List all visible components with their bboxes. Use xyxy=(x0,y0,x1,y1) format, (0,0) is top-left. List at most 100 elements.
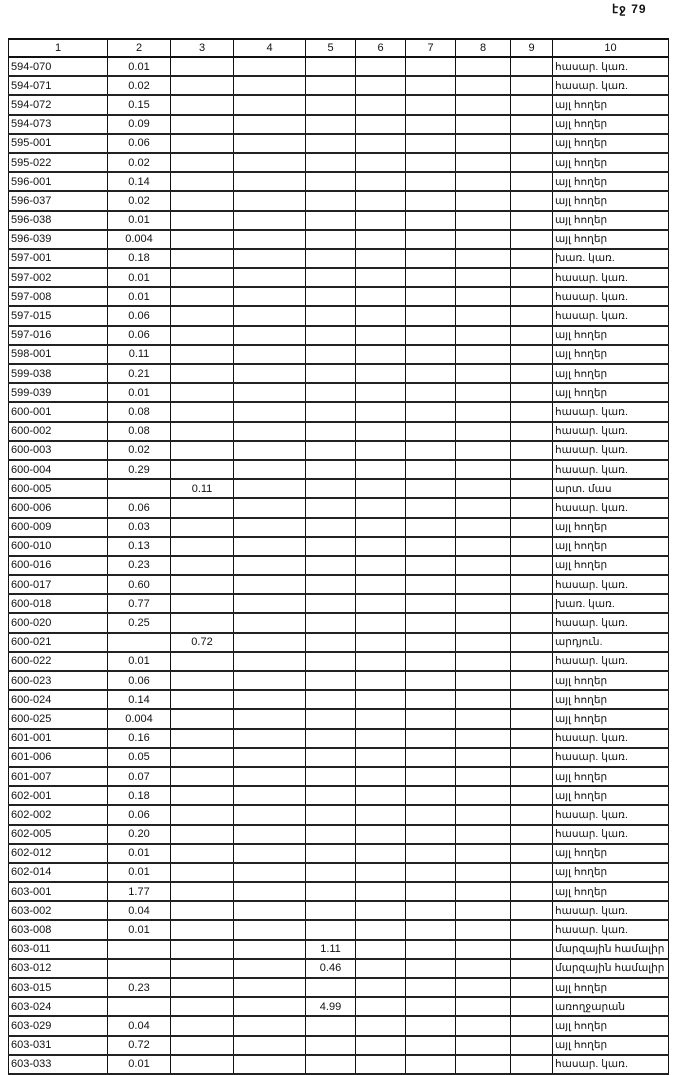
area-cell xyxy=(170,190,234,212)
land-use-cell: հասար. կառ. xyxy=(552,440,669,461)
parcel-code-cell: 597-001 xyxy=(8,248,108,270)
area-cell xyxy=(170,516,234,538)
table-row: 599-039 0.01 այլ հողեր xyxy=(8,382,669,404)
parcel-code-cell: 603-008 xyxy=(8,919,108,941)
area-cell xyxy=(355,248,406,270)
land-use-cell: հասար. կառ. xyxy=(552,804,669,826)
area-cell xyxy=(233,516,306,538)
area-cell xyxy=(405,862,456,884)
area-cell xyxy=(170,536,234,557)
table-row: 600-021 0.72 արդյուն. xyxy=(8,632,669,653)
parcel-code-cell: 600-022 xyxy=(8,651,108,673)
area-cell xyxy=(355,881,406,903)
land-use-cell: այլ հողեր xyxy=(552,766,669,788)
parcel-code-cell: 599-039 xyxy=(8,382,108,404)
area-cell xyxy=(305,497,356,519)
area-cell: 0.02 xyxy=(107,75,171,97)
area-cell xyxy=(355,1015,406,1037)
area-cell: 0.01 xyxy=(107,382,171,404)
area-cell xyxy=(455,536,511,557)
area-cell xyxy=(305,94,356,116)
area-cell xyxy=(305,152,356,174)
area-cell xyxy=(455,267,511,289)
area-cell: 0.09 xyxy=(107,114,171,135)
area-cell xyxy=(170,919,234,941)
table-row: 600-005 0.11 արտ. մաս xyxy=(8,478,669,500)
area-cell xyxy=(233,670,306,692)
area-cell xyxy=(355,325,406,346)
table-row: 594-073 0.09 այլ հողեր xyxy=(8,114,669,135)
parcel-code-cell: 594-073 xyxy=(8,114,108,135)
area-cell xyxy=(510,939,553,960)
area-cell xyxy=(405,133,456,154)
land-use-cell: խառ. կառ. xyxy=(552,248,669,270)
table-row: 594-071 0.02 հասար. կառ. xyxy=(8,75,669,97)
area-cell xyxy=(355,171,406,193)
land-use-cell: հասար. կառ. xyxy=(552,823,669,845)
parcel-code-cell: 603-012 xyxy=(8,958,108,980)
area-cell xyxy=(510,996,553,1018)
area-cell xyxy=(355,574,406,596)
land-use-cell: այլ հողեր xyxy=(552,114,669,135)
area-cell xyxy=(510,497,553,519)
area-cell xyxy=(405,939,456,960)
land-use-cell: այլ հողեր xyxy=(552,536,669,557)
area-cell xyxy=(355,670,406,692)
area-cell xyxy=(233,804,306,826)
area-cell xyxy=(455,632,511,653)
area-cell: 0.01 xyxy=(107,267,171,289)
area-cell xyxy=(405,497,456,519)
area-cell xyxy=(355,593,406,615)
land-use-cell: խառ. կառ. xyxy=(552,593,669,615)
area-cell xyxy=(455,958,511,980)
area-cell xyxy=(510,344,553,366)
parcel-code-cell: 600-024 xyxy=(8,689,108,711)
table-row: 603-024 4.99 առողջարան xyxy=(8,996,669,1018)
area-cell xyxy=(455,1015,511,1037)
area-cell xyxy=(405,478,456,500)
area-cell: 4.99 xyxy=(305,996,356,1018)
area-cell xyxy=(405,209,456,231)
area-cell xyxy=(305,612,356,634)
area-cell: 0.06 xyxy=(107,497,171,519)
table-row: 601-006 0.05 հասար. կառ. xyxy=(8,747,669,768)
area-cell xyxy=(355,651,406,673)
area-cell xyxy=(510,94,553,116)
area-cell xyxy=(510,919,553,941)
area-cell xyxy=(355,804,406,826)
area-cell xyxy=(170,747,234,768)
area-cell xyxy=(405,190,456,212)
area-cell xyxy=(170,900,234,922)
area-cell xyxy=(510,728,553,749)
land-use-cell: այլ հողեր xyxy=(552,229,669,250)
land-use-cell: հասար. կառ. xyxy=(552,267,669,289)
area-cell xyxy=(510,171,553,193)
table-row: 596-038 0.01 այլ հողեր xyxy=(8,209,669,231)
area-cell: 0.20 xyxy=(107,823,171,845)
area-cell xyxy=(405,881,456,903)
parcel-code-cell: 600-002 xyxy=(8,421,108,442)
land-use-cell: հասար. կառ. xyxy=(552,651,669,673)
area-cell xyxy=(510,900,553,922)
table-row: 594-070 0.01 հասար. կառ. xyxy=(8,56,669,78)
area-cell xyxy=(510,459,553,481)
area-cell xyxy=(305,536,356,557)
area-cell: 0.77 xyxy=(107,593,171,615)
area-cell xyxy=(510,421,553,442)
parcel-code-cell: 600-016 xyxy=(8,555,108,577)
land-use-cell: հասար. կառ. xyxy=(552,1054,669,1075)
table-row: 603-002 0.04 հասար. կառ. xyxy=(8,900,669,922)
land-use-cell: հասար. կառ. xyxy=(552,728,669,749)
area-cell xyxy=(510,747,553,768)
area-cell xyxy=(170,133,234,154)
area-cell xyxy=(233,593,306,615)
area-cell xyxy=(510,1035,553,1056)
area-cell xyxy=(405,440,456,461)
parcel-code-cell: 602-001 xyxy=(8,785,108,807)
area-cell xyxy=(305,900,356,922)
area-cell xyxy=(305,708,356,730)
parcel-code-cell: 600-023 xyxy=(8,670,108,692)
area-cell xyxy=(355,632,406,653)
area-cell xyxy=(305,651,356,673)
area-cell xyxy=(355,823,406,845)
